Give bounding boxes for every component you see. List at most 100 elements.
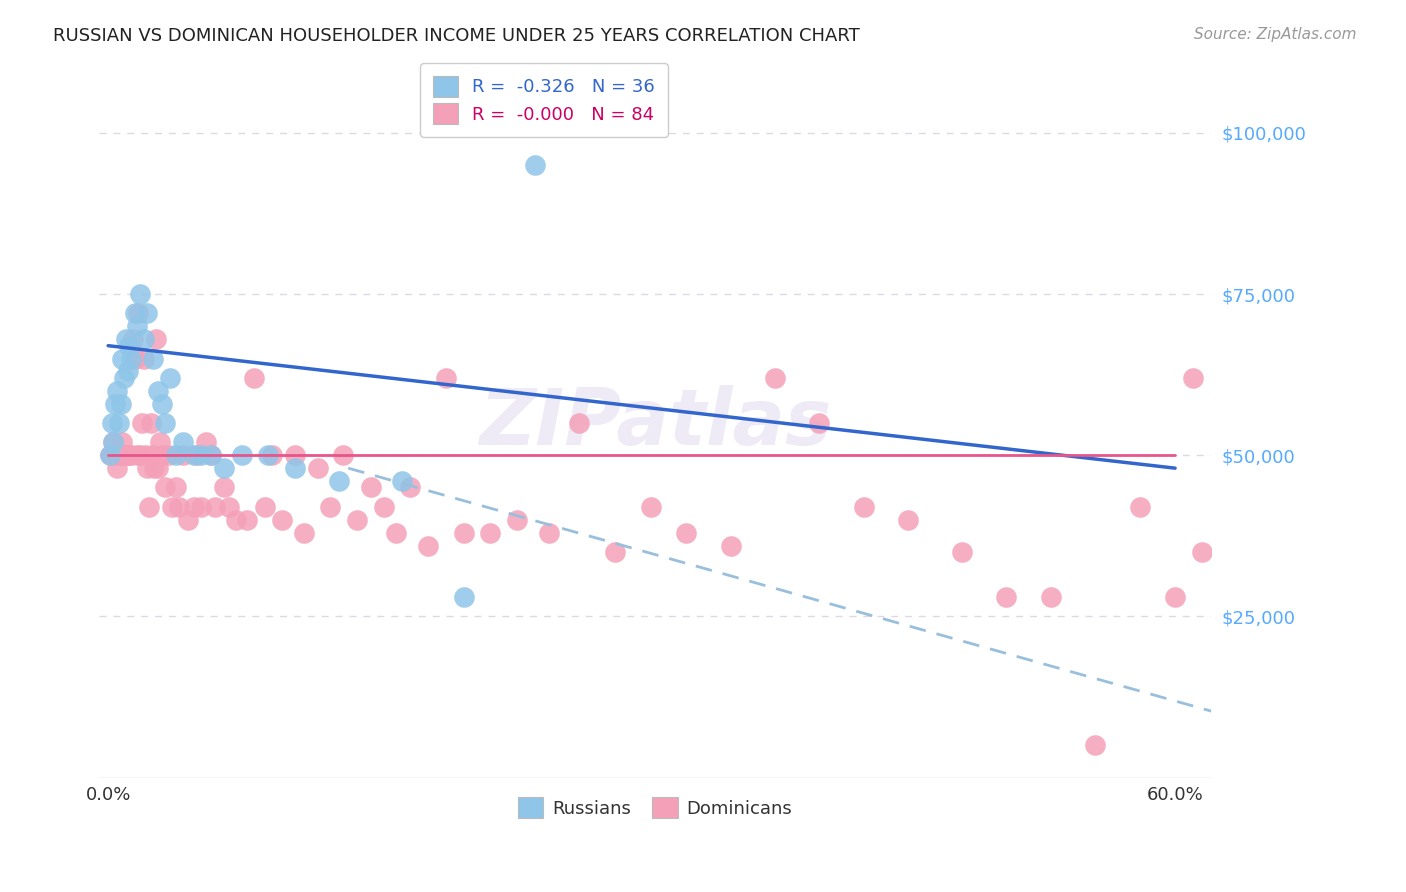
Point [284, 448, 307, 462]
Point [132, 332, 155, 346]
Point [145, 332, 167, 346]
Point [165, 448, 187, 462]
Point [808, 416, 831, 430]
Point [124, 351, 146, 366]
Point [104, 397, 127, 411]
Point [129, 287, 152, 301]
Point [153, 481, 176, 495]
Point [111, 435, 134, 450]
Point [120, 448, 142, 462]
Point [1181, 371, 1204, 385]
Point [105, 461, 128, 475]
Point [150, 448, 173, 462]
Point [98, 448, 121, 462]
Point [243, 371, 266, 385]
Point [98, 448, 121, 462]
Point [236, 513, 259, 527]
Point [897, 513, 920, 527]
Point [418, 539, 440, 553]
Point [172, 448, 194, 462]
Point [260, 448, 283, 462]
Point [538, 525, 561, 540]
Point [1039, 590, 1062, 604]
Point [115, 448, 138, 462]
Point [115, 332, 138, 346]
Point [218, 500, 240, 514]
Point [103, 435, 125, 450]
Text: RUSSIAN VS DOMINICAN HOUSEHOLDER INCOME UNDER 25 YEARS CORRELATION CHART: RUSSIAN VS DOMINICAN HOUSEHOLDER INCOME … [53, 27, 860, 45]
Point [111, 351, 134, 366]
Point [183, 500, 205, 514]
Point [385, 525, 408, 540]
Point [136, 306, 159, 320]
Point [143, 461, 166, 475]
Point [122, 332, 145, 346]
Point [675, 525, 697, 540]
Point [132, 351, 155, 366]
Point [391, 474, 413, 488]
Point [110, 397, 132, 411]
Text: Source: ZipAtlas.com: Source: ZipAtlas.com [1194, 27, 1357, 42]
Point [125, 448, 148, 462]
Point [506, 513, 529, 527]
Point [149, 435, 172, 450]
Point [360, 481, 382, 495]
Point [346, 513, 368, 527]
Point [231, 448, 253, 462]
Point [253, 500, 276, 514]
Point [118, 339, 141, 353]
Point [138, 500, 160, 514]
Point [1084, 739, 1107, 753]
Point [568, 416, 591, 430]
Point [120, 351, 142, 366]
Point [108, 448, 131, 462]
Point [125, 319, 148, 334]
Point [127, 306, 149, 320]
Point [284, 461, 307, 475]
Point [117, 448, 139, 462]
Point [479, 525, 502, 540]
Point [112, 448, 135, 462]
Point [172, 435, 194, 450]
Point [1164, 590, 1187, 604]
Point [118, 448, 141, 462]
Point [117, 364, 139, 378]
Point [190, 448, 212, 462]
Point [204, 500, 226, 514]
Point [157, 448, 180, 462]
Point [212, 481, 235, 495]
Point [1191, 545, 1213, 559]
Point [399, 481, 422, 495]
Point [434, 371, 457, 385]
Point [852, 500, 875, 514]
Point [100, 448, 122, 462]
Point [104, 448, 127, 462]
Point [136, 461, 159, 475]
Point [142, 351, 165, 366]
Point [100, 416, 122, 430]
Point [150, 397, 173, 411]
Point [328, 474, 350, 488]
Point [194, 435, 217, 450]
Point [319, 500, 342, 514]
Point [177, 513, 200, 527]
Point [332, 448, 354, 462]
Point [153, 416, 176, 430]
Point [165, 481, 187, 495]
Point [603, 545, 626, 559]
Point [212, 461, 235, 475]
Point [134, 448, 156, 462]
Point [103, 435, 125, 450]
Point [200, 448, 222, 462]
Point [373, 500, 395, 514]
Point [146, 461, 169, 475]
Legend: Russians, Dominicans: Russians, Dominicans [510, 790, 800, 825]
Point [183, 448, 205, 462]
Point [124, 306, 146, 320]
Point [105, 384, 128, 398]
Point [139, 416, 162, 430]
Point [271, 513, 294, 527]
Point [225, 513, 247, 527]
Point [169, 500, 191, 514]
Point [292, 525, 315, 540]
